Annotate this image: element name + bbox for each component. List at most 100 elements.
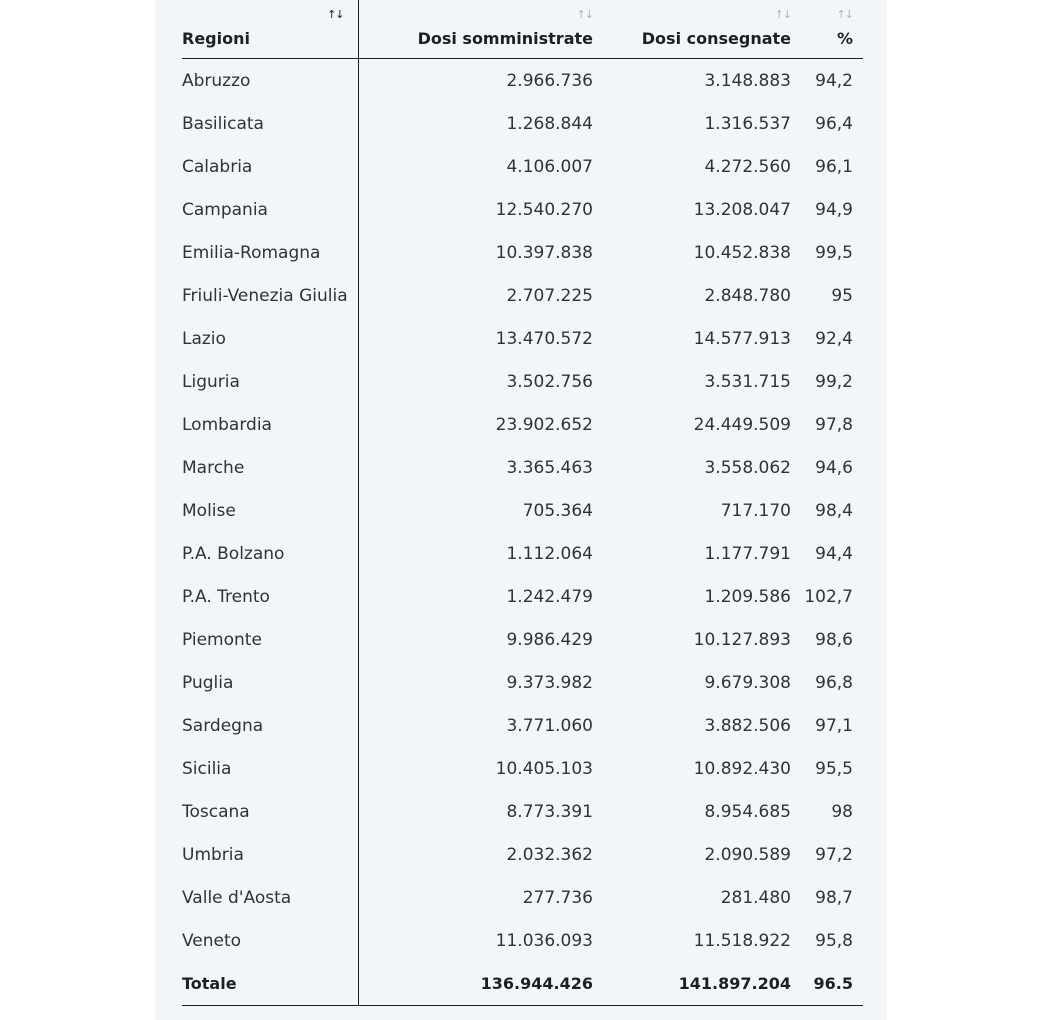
cell-delivered: 717.170 — [720, 500, 791, 521]
cell-region: P.A. Bolzano — [182, 532, 359, 575]
cell-region: Sicilia — [182, 747, 359, 790]
table-body: Abruzzo 2.966.736 3.148.883 94,2 Basilicata 1… — [182, 58, 863, 1006]
cell-delivered: 11.518.922 — [693, 930, 791, 951]
cell-administered: 13.470.572 — [495, 328, 593, 349]
total-label: Totale — [182, 962, 359, 1006]
cell-region: Valle d'Aosta — [182, 876, 359, 919]
table-row: Abruzzo 2.966.736 3.148.883 94,2 — [182, 58, 863, 102]
cell-administered: 12.540.270 — [495, 199, 593, 220]
cell-delivered: 14.577.913 — [693, 328, 791, 349]
cell-delivered: 3.531.715 — [704, 371, 791, 392]
table-row: Lazio 13.470.572 14.577.913 92,4 — [182, 317, 863, 360]
table-row: Sicilia 10.405.103 10.892.430 95,5 — [182, 747, 863, 790]
table-row: P.A. Trento 1.242.479 1.209.586 102,7 — [182, 575, 863, 618]
cell-delivered: 3.882.506 — [704, 715, 791, 736]
total-administered: 136.944.426 — [358, 962, 603, 1006]
cell-region: Lazio — [182, 317, 359, 360]
cell-administered: 705.364 — [522, 500, 593, 521]
table-row: Lombardia 23.902.652 24.449.509 97,8 — [182, 403, 863, 446]
cell-administered: 3.771.060 — [506, 715, 593, 736]
cell-region: Liguria — [182, 360, 359, 403]
cell-percent: 99,2 — [815, 371, 853, 392]
cell-percent: 96,4 — [815, 113, 853, 134]
sort-arrows-icon[interactable]: ↑↓ — [327, 8, 344, 21]
cell-delivered: 3.148.883 — [704, 70, 791, 91]
cell-administered: 9.986.429 — [506, 629, 593, 650]
table-row: Molise 705.364 717.170 98,4 — [182, 489, 863, 532]
cell-administered: 2.032.362 — [506, 844, 593, 865]
table-row: Umbria 2.032.362 2.090.589 97,2 — [182, 833, 863, 876]
cell-region: Emilia-Romagna — [182, 231, 359, 274]
table-row: Emilia-Romagna 10.397.838 10.452.838 99,5 — [182, 231, 863, 274]
cell-administered: 1.242.479 — [506, 586, 593, 607]
header-percent[interactable]: ↑↓ % — [801, 0, 863, 59]
header-dosi-consegnate[interactable]: ↑↓ Dosi consegnate — [603, 0, 801, 59]
sort-arrows-icon[interactable]: ↑↓ — [836, 8, 854, 21]
cell-region: Veneto — [182, 919, 359, 962]
cell-delivered: 1.316.537 — [704, 113, 791, 134]
table-header-row: ↑↓ Regioni ↑↓ Dosi somministrate ↑↓ Dosi… — [182, 0, 863, 59]
table-row: Friuli-Venezia Giulia 2.707.225 2.848.780 9… — [182, 274, 863, 317]
cell-percent: 98,7 — [815, 887, 853, 908]
cell-percent: 97,2 — [815, 844, 853, 865]
cell-administered: 4.106.007 — [506, 156, 593, 177]
header-label: % — [836, 29, 853, 48]
cell-percent: 94,2 — [815, 70, 853, 91]
table-row: Puglia 9.373.982 9.679.308 96,8 — [182, 661, 863, 704]
cell-region: P.A. Trento — [182, 575, 359, 618]
cell-delivered: 4.272.560 — [704, 156, 791, 177]
table-row: Campania 12.540.270 13.208.047 94,9 — [182, 188, 863, 231]
cell-percent: 102,7 — [804, 586, 853, 607]
cell-administered: 8.773.391 — [506, 801, 593, 822]
cell-region: Lombardia — [182, 403, 359, 446]
cell-administered: 1.112.064 — [506, 543, 593, 564]
cell-region: Puglia — [182, 661, 359, 704]
cell-percent: 95 — [831, 285, 853, 306]
table-row: Marche 3.365.463 3.558.062 94,6 — [182, 446, 863, 489]
cell-percent: 98 — [831, 801, 853, 822]
cell-delivered: 2.848.780 — [704, 285, 791, 306]
table-row: Liguria 3.502.756 3.531.715 99,2 — [182, 360, 863, 403]
cell-region: Piemonte — [182, 618, 359, 661]
sort-arrows-icon[interactable]: ↑↓ — [774, 8, 792, 21]
cell-region: Abruzzo — [182, 58, 359, 102]
cell-administered: 3.502.756 — [506, 371, 593, 392]
cell-percent: 92,4 — [815, 328, 853, 349]
header-dosi-somministrate[interactable]: ↑↓ Dosi somministrate — [358, 0, 603, 59]
cell-percent: 98,4 — [815, 500, 853, 521]
table-row: Basilicata 1.268.844 1.316.537 96,4 — [182, 102, 863, 145]
cell-percent: 96,8 — [815, 672, 853, 693]
cell-delivered: 1.177.791 — [704, 543, 791, 564]
cell-delivered: 10.452.838 — [693, 242, 791, 263]
vaccine-doses-table: ↑↓ Regioni ↑↓ Dosi somministrate ↑↓ Dosi… — [182, 0, 863, 1006]
cell-region: Umbria — [182, 833, 359, 876]
table-panel: ↑↓ Regioni ↑↓ Dosi somministrate ↑↓ Dosi… — [155, 0, 887, 1020]
cell-delivered: 2.090.589 — [704, 844, 791, 865]
cell-administered: 23.902.652 — [495, 414, 593, 435]
cell-region: Friuli-Venezia Giulia — [182, 274, 359, 317]
cell-percent: 94,6 — [815, 457, 853, 478]
cell-delivered: 9.679.308 — [704, 672, 791, 693]
table-row: Veneto 11.036.093 11.518.922 95,8 — [182, 919, 863, 962]
table-row: Calabria 4.106.007 4.272.560 96,1 — [182, 145, 863, 188]
sort-arrows-icon[interactable]: ↑↓ — [576, 8, 594, 21]
cell-administered: 9.373.982 — [506, 672, 593, 693]
header-label: Regioni — [182, 29, 250, 48]
cell-administered: 10.397.838 — [495, 242, 593, 263]
cell-percent: 94,4 — [815, 543, 853, 564]
cell-percent: 98,6 — [815, 629, 853, 650]
header-label: Dosi consegnate — [641, 29, 791, 48]
cell-region: Marche — [182, 446, 359, 489]
cell-delivered: 281.480 — [720, 887, 791, 908]
cell-region: Calabria — [182, 145, 359, 188]
cell-delivered: 1.209.586 — [704, 586, 791, 607]
cell-percent: 95,5 — [815, 758, 853, 779]
cell-delivered: 24.449.509 — [693, 414, 791, 435]
table-row: P.A. Bolzano 1.112.064 1.177.791 94,4 — [182, 532, 863, 575]
cell-region: Toscana — [182, 790, 359, 833]
cell-percent: 94,9 — [815, 199, 853, 220]
table-total-row: Totale 136.944.426 141.897.204 96.5 — [182, 962, 863, 1006]
cell-administered: 11.036.093 — [495, 930, 593, 951]
cell-percent: 97,1 — [815, 715, 853, 736]
header-regioni[interactable]: ↑↓ Regioni — [182, 0, 359, 59]
